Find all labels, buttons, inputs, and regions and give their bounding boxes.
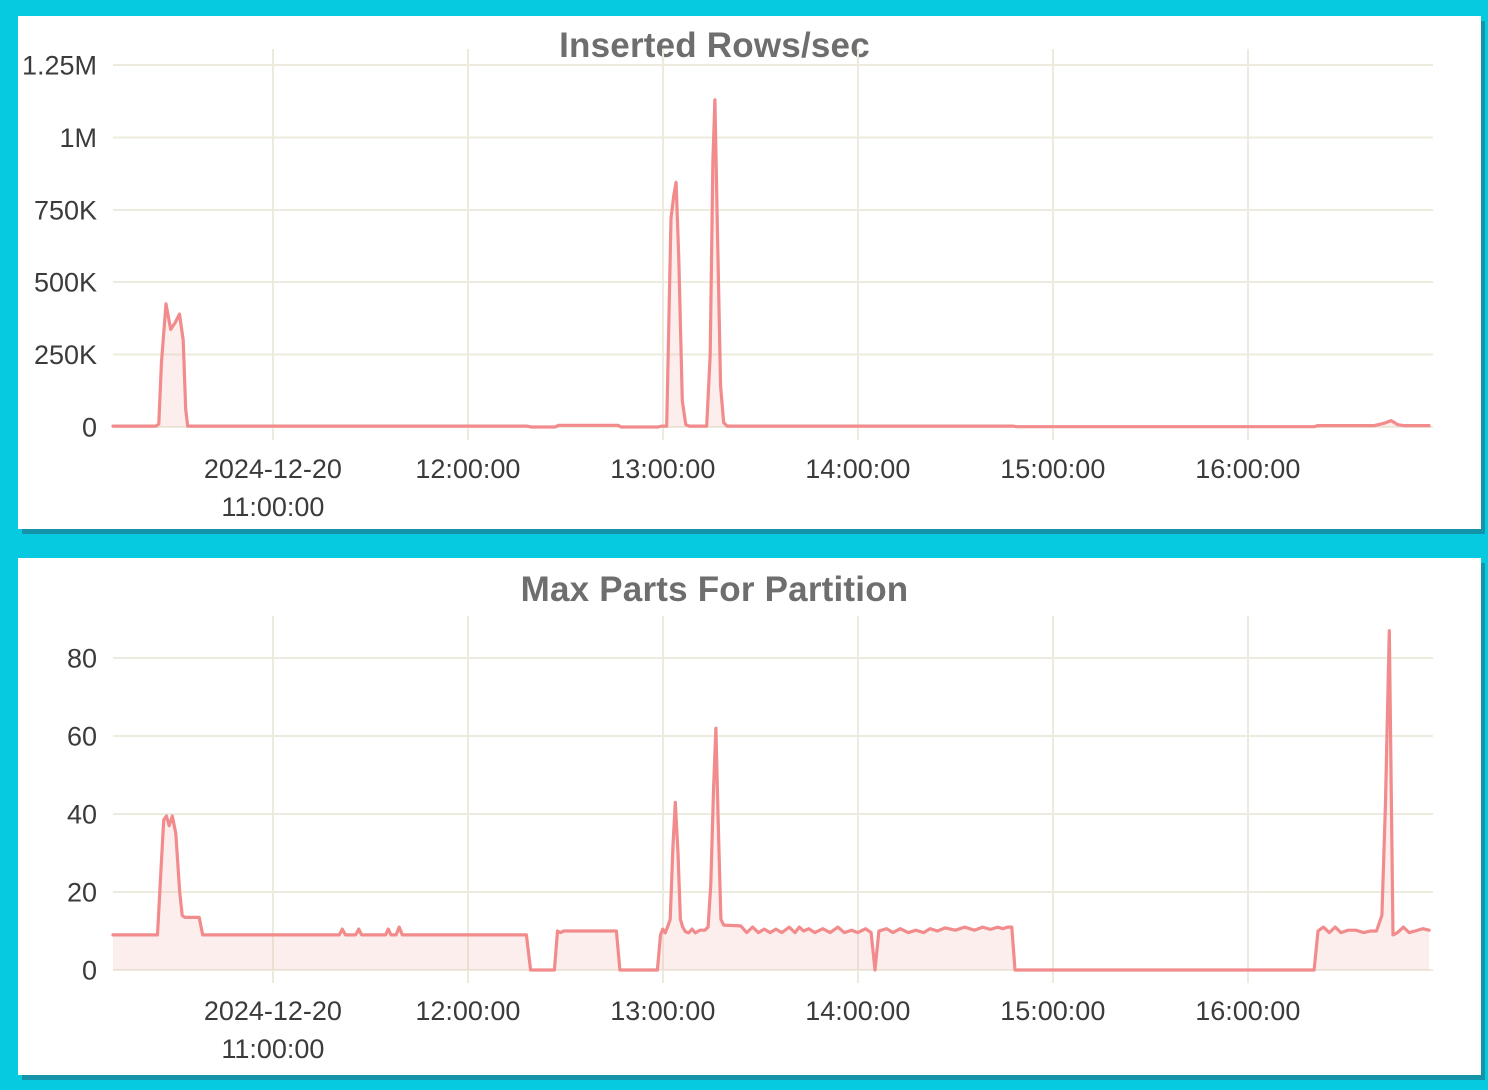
x-tick-label: 11:00:00 (221, 1034, 324, 1064)
chart-panel-max-parts-for-partition: Max Parts For Partition 2024-12-20 11:00:… (18, 558, 1481, 1075)
max-parts-chart-plot[interactable]: 2024-12-20 11:00:00 12:00:00 13:00:00 14:00:… (18, 558, 1481, 1075)
inserted-rows-chart-plot[interactable]: 2024-12-20 11:00:00 12:00:00 13:00:00 14:00:… (18, 16, 1481, 529)
x-tick-label: 14:00:00 (805, 454, 910, 484)
chart-title-inserted-rows-sec: Inserted Rows/sec (559, 26, 870, 65)
x-tick-label: 14:00:00 (805, 996, 910, 1026)
x-tick-label: 13:00:00 (610, 454, 715, 484)
series-line (111, 98, 1431, 429)
y-tick-label: 750K (34, 195, 97, 225)
x-tick-label: 2024-12-20 (204, 454, 342, 484)
x-tick-label: 12:00:00 (415, 996, 520, 1026)
series-area (113, 99, 1430, 428)
series-line (111, 629, 1431, 972)
chart-title-max-parts-for-partition: Max Parts For Partition (520, 570, 909, 609)
x-tick-label: 13:00:00 (610, 996, 715, 1026)
series-area (113, 630, 1430, 970)
y-tick-label: 0 (82, 956, 97, 986)
x-tick-label: 2024-12-20 (204, 996, 342, 1026)
y-tick-label: 0 (82, 413, 97, 443)
x-tick-label: 15:00:00 (1000, 996, 1105, 1026)
y-tick-label: 1M (59, 123, 97, 153)
y-tick-label: 80 (67, 644, 97, 674)
x-tick-label: 15:00:00 (1000, 454, 1105, 484)
x-tick-label: 16:00:00 (1195, 454, 1300, 484)
chart-panel-inserted-rows-sec: Inserted Rows/sec 2024-12-20 11:00:00 12:0… (18, 16, 1481, 529)
y-tick-label: 500K (34, 268, 97, 298)
y-tick-label: 20 (67, 878, 97, 908)
x-tick-label: 12:00:00 (415, 454, 520, 484)
y-tick-label: 1.25M (22, 51, 97, 81)
x-tick-label: 16:00:00 (1195, 996, 1300, 1026)
y-tick-label: 60 (67, 722, 97, 752)
x-tick-label: 11:00:00 (221, 492, 324, 522)
y-tick-label: 40 (67, 800, 97, 830)
y-tick-label: 250K (34, 340, 97, 370)
